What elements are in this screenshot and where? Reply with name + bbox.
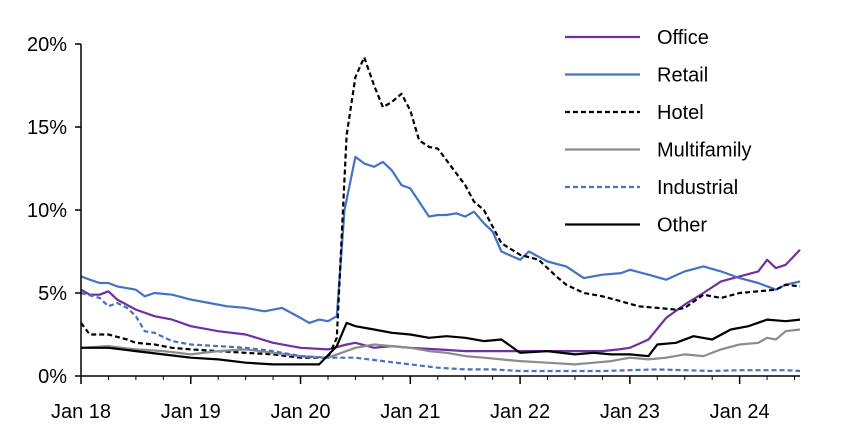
axes: 0% 5% 10% 15% 20% Jan 18 Jan 19 Jan 20 Jan 21 Jan… — [27, 34, 800, 423]
x-tick-label: Jan 20 — [271, 401, 331, 423]
legend-label-retail: Retail — [657, 65, 708, 87]
series-line-multifamily — [80, 328, 801, 366]
y-tick-label: 10% — [27, 200, 67, 222]
y-tick-label: 20% — [27, 34, 67, 56]
x-tick-label: Jan 21 — [380, 401, 440, 423]
x-tick-label: Jan 18 — [51, 401, 111, 423]
series-line-retail — [80, 155, 801, 324]
y-tick-label: 0% — [38, 366, 67, 388]
plot-area — [80, 56, 801, 373]
series-line-office — [80, 249, 801, 353]
series-line-other — [81, 318, 801, 366]
legend-label-hotel: Hotel — [657, 102, 704, 124]
legend-label-industrial: Industrial — [657, 177, 738, 199]
x-tick-label: Jan 24 — [710, 401, 770, 423]
series-line-industrial — [80, 291, 801, 373]
legend-label-other: Other — [657, 215, 707, 237]
y-tick-label: 15% — [27, 117, 67, 139]
legend-label-office: Office — [657, 27, 709, 49]
legend: Office Retail Hotel Multifamily Industrial Ot… — [565, 27, 751, 237]
legend-label-multifamily: Multifamily — [657, 140, 751, 162]
series-line-hotel — [80, 56, 801, 359]
x-tick-label: Jan 22 — [490, 401, 550, 423]
x-tick-label: Jan 19 — [161, 401, 221, 423]
y-tick-label: 5% — [38, 283, 67, 305]
x-tick-label: Jan 23 — [600, 401, 660, 423]
